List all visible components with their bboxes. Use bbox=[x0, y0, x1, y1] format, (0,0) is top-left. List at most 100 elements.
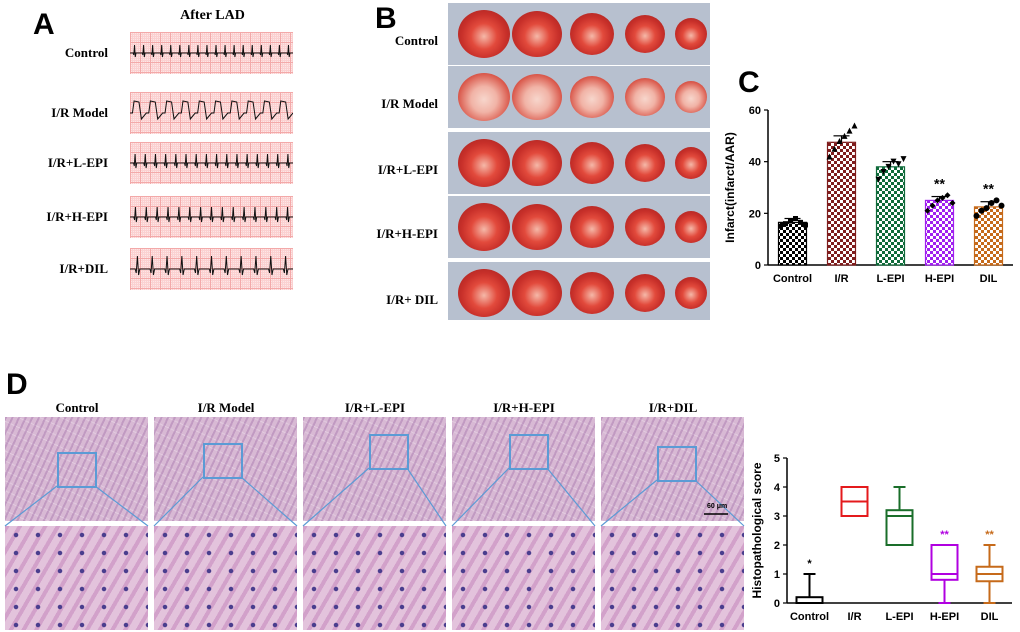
panel-a-letter: A bbox=[33, 8, 55, 41]
significance-mark: ** bbox=[940, 529, 949, 541]
y-axis-label: Histopathological score bbox=[750, 462, 764, 598]
y-tick-label: 0 bbox=[774, 598, 780, 610]
bar bbox=[924, 199, 955, 266]
significance-mark: ** bbox=[934, 176, 945, 192]
data-point bbox=[895, 161, 902, 168]
zoom-region-box bbox=[509, 434, 549, 470]
data-point bbox=[788, 218, 793, 224]
data-point bbox=[988, 200, 995, 206]
significance-mark: ** bbox=[983, 181, 994, 197]
data-point bbox=[880, 169, 887, 175]
bar bbox=[826, 141, 857, 266]
data-point bbox=[998, 202, 1005, 209]
y-tick-label: 0 bbox=[755, 260, 761, 272]
histology-high-mag-image bbox=[601, 526, 744, 630]
heart-slice bbox=[458, 139, 510, 187]
y-tick-label: 5 bbox=[774, 453, 780, 465]
data-point bbox=[973, 212, 980, 219]
data-point bbox=[929, 202, 936, 209]
x-tick-label: Control bbox=[773, 273, 812, 285]
y-tick-label: 60 bbox=[749, 105, 761, 117]
heart-slice bbox=[458, 203, 510, 251]
heart-slice bbox=[675, 81, 707, 113]
ecg-row: I/R Model bbox=[0, 92, 300, 134]
panel-b-letter: B bbox=[375, 2, 397, 35]
ecg-row-label: I/R+DIL bbox=[59, 261, 108, 276]
heart-slice bbox=[512, 204, 562, 250]
heart-row-label: I/R+H-EPI bbox=[376, 226, 438, 241]
box bbox=[930, 544, 959, 581]
data-point bbox=[783, 221, 788, 227]
data-point bbox=[793, 216, 798, 221]
data-point bbox=[846, 127, 853, 134]
data-point bbox=[885, 163, 892, 170]
data-point bbox=[890, 158, 897, 165]
ecg-row-label: I/R+H-EPI bbox=[46, 209, 108, 224]
heart-slice bbox=[570, 142, 614, 184]
zoom-region-box bbox=[203, 443, 243, 479]
heart-slice bbox=[625, 78, 665, 116]
significance-mark: ** bbox=[985, 529, 994, 541]
ecg-row: Control bbox=[0, 32, 300, 74]
data-point bbox=[836, 138, 843, 144]
x-tick-label: L-EPI bbox=[876, 273, 904, 285]
data-point bbox=[778, 223, 783, 229]
ecg-column-title: After LAD bbox=[180, 8, 245, 23]
heart-row-label: I/R Model bbox=[381, 96, 438, 111]
x-tick-label: L-EPI bbox=[885, 611, 913, 623]
histology-high-mag-image bbox=[154, 526, 297, 630]
heart-row-label: I/R+ DIL bbox=[386, 292, 438, 307]
data-point bbox=[798, 219, 803, 225]
data-point bbox=[983, 205, 990, 212]
y-tick-label: 4 bbox=[774, 482, 781, 494]
histology-column-title: Control bbox=[55, 400, 99, 415]
histology-high-mag-image bbox=[5, 526, 148, 630]
histopathology-box-chart: 0 1 2 3 4 5 Histopathological score * Control I/R… bbox=[750, 453, 1012, 623]
data-point bbox=[978, 207, 985, 214]
data-point bbox=[875, 176, 882, 183]
histology-column-title: I/R+H-EPI bbox=[493, 400, 555, 415]
data-point bbox=[826, 153, 833, 160]
bar bbox=[875, 166, 906, 266]
heart-slice bbox=[512, 74, 562, 120]
zoom-region-box bbox=[57, 452, 97, 488]
y-tick-label: 1 bbox=[774, 569, 780, 581]
data-point bbox=[949, 200, 956, 206]
ecg-strip bbox=[130, 92, 293, 134]
zoom-region-box bbox=[369, 434, 409, 470]
infarct-bar-chart: 0 20 40 60 Infarct(infarct/AAR) Control I/R L-E… bbox=[723, 105, 1013, 285]
histology-column-title: I/R+DIL bbox=[648, 400, 698, 415]
heart-slice bbox=[675, 147, 707, 179]
ecg-row-label: Control bbox=[64, 45, 108, 60]
data-point bbox=[924, 207, 931, 214]
data-point bbox=[831, 145, 838, 152]
x-tick-label: I/R bbox=[834, 273, 848, 285]
heart-slice bbox=[675, 277, 707, 309]
x-tick-label: Control bbox=[790, 611, 829, 623]
data-point bbox=[944, 192, 951, 199]
ecg-strip bbox=[130, 196, 293, 238]
x-tick-label: DIL bbox=[981, 611, 999, 623]
data-point bbox=[851, 122, 858, 129]
heart-row-label: Control bbox=[394, 33, 438, 48]
x-tick-label: DIL bbox=[980, 273, 998, 285]
ecg-strip bbox=[130, 142, 293, 184]
x-tick-label: H-EPI bbox=[930, 611, 959, 623]
bar bbox=[777, 221, 808, 266]
data-point bbox=[841, 132, 848, 139]
scale-bar-label: 60 μm bbox=[707, 503, 728, 510]
histology-column-title: I/R+L-EPI bbox=[344, 400, 406, 415]
significance-mark: * bbox=[807, 558, 812, 570]
ecg-strip bbox=[130, 248, 293, 290]
histology-column-title: I/R Model bbox=[197, 400, 255, 415]
ecg-strip bbox=[130, 32, 293, 74]
histology-high-mag-image bbox=[303, 526, 446, 630]
panel-c-letter: C bbox=[738, 66, 760, 99]
y-tick-label: 2 bbox=[774, 540, 780, 552]
heart-slice bbox=[675, 211, 707, 243]
heart-slice bbox=[570, 272, 614, 314]
ecg-row: I/R+L-EPI bbox=[0, 142, 300, 184]
heart-slice bbox=[512, 270, 562, 316]
y-tick-label: 3 bbox=[774, 511, 780, 523]
histology-high-mag-image bbox=[452, 526, 595, 630]
